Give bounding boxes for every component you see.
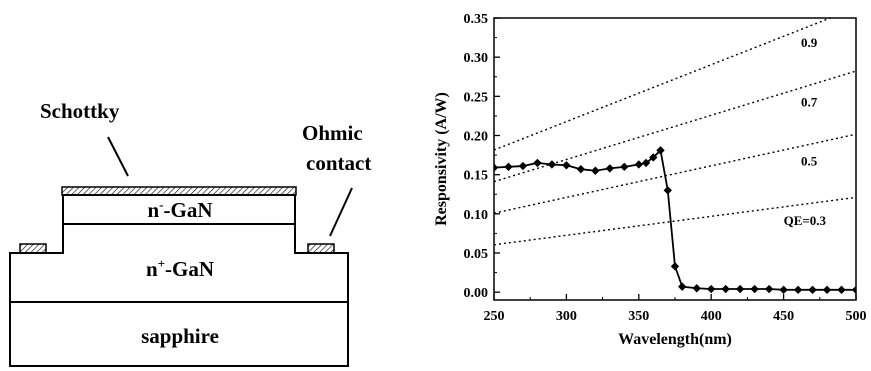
ohmic-pointer-line bbox=[329, 187, 353, 237]
ohmic-contact-left bbox=[19, 243, 47, 254]
qe-line bbox=[494, 70, 856, 183]
axis-ticks: 250 300 350 400 450 500 0.00 0.05 0.10 0.15 0.20 0.… bbox=[464, 12, 867, 324]
data-point-marker bbox=[547, 160, 557, 169]
sapphire-substrate bbox=[9, 301, 349, 367]
n-plus-gan-label: n+-GaN bbox=[146, 256, 214, 281]
ohmic-label-line2: contact bbox=[306, 151, 371, 175]
y-tick-label: 0.35 bbox=[464, 12, 489, 27]
data-point-marker bbox=[721, 284, 730, 294]
y-tick-label: 0.05 bbox=[464, 247, 489, 262]
x-tick-label: 300 bbox=[556, 309, 577, 324]
data-point-marker bbox=[494, 163, 499, 172]
data-point-marker bbox=[576, 164, 586, 174]
data-point-marker bbox=[707, 284, 716, 294]
y-tick-label: 0.20 bbox=[464, 130, 489, 145]
x-axis-title: Wavelength(nm) bbox=[618, 331, 732, 348]
data-point-marker bbox=[670, 262, 680, 271]
qe-labels: QE=0.3 0.5 0.7 0.9 bbox=[784, 35, 827, 228]
x-tick-label: 450 bbox=[773, 309, 794, 324]
qe-label: QE=0.3 bbox=[784, 213, 827, 228]
data-point-marker bbox=[678, 282, 687, 291]
data-point-marker bbox=[851, 285, 856, 295]
data-point-marker bbox=[656, 146, 665, 155]
ohmic-label-line1: Ohmic bbox=[302, 121, 363, 145]
sapphire-label: sapphire bbox=[141, 324, 219, 348]
n-minus-gan-layer bbox=[62, 194, 296, 225]
data-point-marker bbox=[591, 166, 600, 175]
schottky-contact bbox=[61, 186, 297, 196]
data-point-marker bbox=[620, 162, 629, 172]
qe-reference-lines bbox=[494, 18, 856, 246]
n-minus-gan-label: n--GaN bbox=[147, 197, 212, 222]
data-point-marker bbox=[634, 160, 643, 169]
data-point-marker bbox=[735, 284, 745, 294]
x-tick-label: 400 bbox=[701, 309, 722, 324]
ohmic-contact-right bbox=[307, 243, 335, 254]
x-tick-label: 250 bbox=[484, 309, 505, 324]
qe-label: 0.9 bbox=[801, 35, 818, 50]
y-tick-label: 0.10 bbox=[464, 208, 489, 223]
data-point-marker bbox=[822, 285, 832, 295]
data-point-marker bbox=[808, 285, 817, 295]
data-point-marker bbox=[692, 284, 701, 293]
schottky-label: Schottky bbox=[40, 99, 120, 123]
data-point-marker bbox=[837, 285, 846, 295]
data-point-marker bbox=[663, 186, 672, 195]
schottky-pointer-line bbox=[107, 136, 129, 177]
data-point-marker bbox=[649, 153, 658, 162]
data-point-marker bbox=[764, 284, 774, 294]
qe-line bbox=[494, 133, 856, 214]
y-tick-label: 0.25 bbox=[464, 90, 489, 105]
qe-label: 0.7 bbox=[801, 94, 818, 109]
x-tick-label: 500 bbox=[846, 309, 867, 324]
data-point-marker bbox=[504, 162, 513, 172]
data-point-marker bbox=[562, 161, 571, 170]
qe-line bbox=[494, 18, 833, 151]
qe-label: 0.5 bbox=[801, 154, 818, 169]
data-point-marker bbox=[779, 285, 788, 295]
qe-line bbox=[494, 196, 856, 246]
y-tick-label: 0.15 bbox=[464, 169, 489, 184]
data-point-marker bbox=[605, 164, 615, 173]
y-tick-label: 0.00 bbox=[464, 286, 489, 301]
y-tick-label: 0.30 bbox=[464, 51, 489, 66]
data-point-marker bbox=[533, 158, 542, 168]
x-tick-label: 350 bbox=[628, 309, 649, 324]
data-point-marker bbox=[750, 284, 759, 294]
device-cross-section-diagram: sapphire n+-GaN n--GaN Schottky Ohmic co… bbox=[9, 99, 371, 367]
data-point-marker bbox=[518, 161, 528, 171]
data-point-marker bbox=[793, 285, 803, 295]
y-axis-title: Responsivity (A/W) bbox=[433, 92, 450, 226]
responsivity-chart: 250 300 350 400 450 500 0.00 0.05 0.10 0.15 0.20 0.… bbox=[433, 12, 867, 348]
